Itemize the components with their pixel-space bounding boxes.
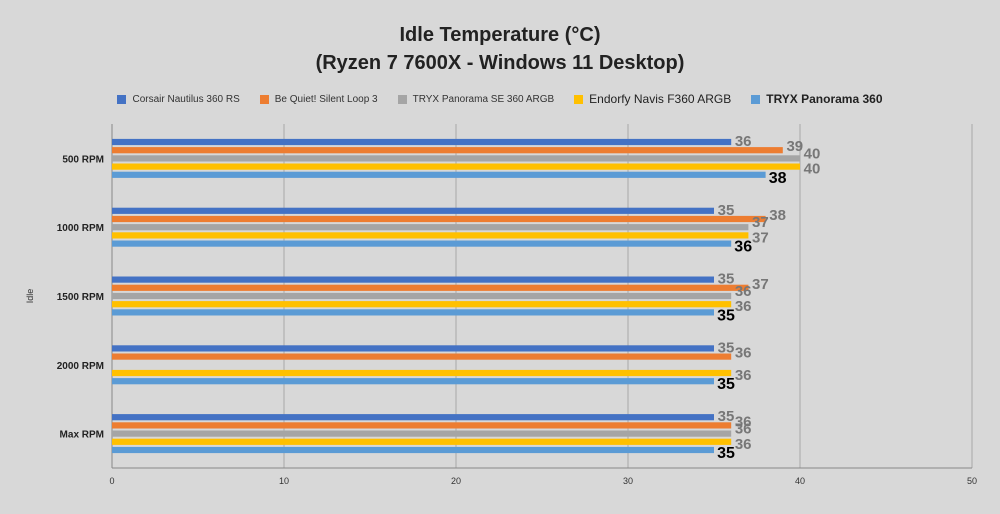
bar <box>112 284 749 291</box>
y-axis-title: Idle <box>25 289 35 304</box>
legend: Corsair Nautilus 360 RS Be Quiet! Silent… <box>0 92 1000 106</box>
legend-item-bequiet: Be Quiet! Silent Loop 3 <box>259 93 378 105</box>
legend-swatch <box>117 94 127 104</box>
bar <box>112 438 732 445</box>
data-label: 36 <box>735 436 752 453</box>
bar <box>112 369 732 377</box>
legend-item-tryx: TRYX Panorama 360 <box>751 92 883 106</box>
chart-title: Idle Temperature (°C) <box>399 24 601 46</box>
bar <box>112 163 800 170</box>
data-label: 36 <box>735 133 752 150</box>
legend-swatch <box>751 94 761 104</box>
x-tick-label: 40 <box>795 476 805 486</box>
category-label: 2000 RPM <box>57 361 104 372</box>
data-label: 37 <box>752 276 769 293</box>
data-label: 40 <box>804 161 821 178</box>
data-label: 38 <box>769 207 786 224</box>
data-label: 40 <box>804 145 821 162</box>
legend-label: Endorfy Navis F360 ARGB <box>589 92 732 106</box>
bar <box>112 207 714 214</box>
data-label: 35 <box>717 307 735 324</box>
category-label: 1500 RPM <box>57 292 104 303</box>
data-label: 35 <box>717 376 735 393</box>
bar <box>112 414 714 421</box>
bar <box>112 301 732 308</box>
bar <box>112 353 732 360</box>
bar <box>112 155 800 162</box>
x-tick-label: 0 <box>109 476 114 486</box>
bar <box>112 224 749 231</box>
bar <box>112 430 732 437</box>
x-tick-label: 20 <box>451 476 461 486</box>
data-label: 37 <box>752 214 769 231</box>
data-label: 35 <box>717 445 735 462</box>
bar <box>112 292 732 300</box>
data-label: 35 <box>718 202 735 219</box>
data-label: 36 <box>735 345 752 362</box>
category-label: 500 RPM <box>62 154 104 165</box>
data-label: 39 <box>786 138 803 155</box>
legend-label: TRYX Panorama SE 360 ARGB <box>412 93 555 105</box>
bar <box>112 309 714 316</box>
bar <box>112 232 749 239</box>
data-label: 36 <box>734 239 752 256</box>
bar <box>112 138 732 146</box>
data-label: 36 <box>735 298 752 315</box>
x-tick-label: 30 <box>623 476 633 486</box>
data-label: 36 <box>735 413 752 430</box>
data-label: 35 <box>718 271 735 288</box>
category-label: 1000 RPM <box>57 223 104 234</box>
category-label: Max RPM <box>60 430 104 441</box>
legend-item-corsair: Corsair Nautilus 360 RS <box>117 93 240 105</box>
bar <box>112 345 714 352</box>
bar <box>112 240 732 247</box>
legend-label: TRYX Panorama 360 <box>766 92 883 106</box>
legend-swatch <box>259 94 269 104</box>
bar <box>112 276 714 283</box>
x-tick-label: 50 <box>967 476 977 486</box>
data-label: 35 <box>718 339 735 356</box>
legend-item-tryx-se: TRYX Panorama SE 360 ARGB <box>397 93 555 105</box>
chart-subtitle: (Ryzen 7 7600X - Windows 11 Desktop) <box>315 52 685 74</box>
bar <box>112 378 714 385</box>
bar <box>112 215 766 223</box>
legend-item-endorfy: Endorfy Navis F360 ARGB <box>574 92 731 106</box>
data-label: 38 <box>769 170 787 187</box>
data-label: 36 <box>735 367 752 384</box>
data-label: 36 <box>735 283 752 300</box>
data-label: 36 <box>735 421 752 438</box>
data-label: 35 <box>718 408 735 425</box>
bar <box>112 446 714 454</box>
bar <box>112 422 732 429</box>
bar <box>112 171 766 178</box>
legend-label: Be Quiet! Silent Loop 3 <box>274 93 378 105</box>
legend-swatch <box>397 94 407 104</box>
data-label: 37 <box>752 229 769 246</box>
legend-swatch <box>574 94 584 104</box>
bar <box>112 147 783 154</box>
x-tick-label: 10 <box>279 476 289 486</box>
legend-label: Corsair Nautilus 360 RS <box>132 93 240 105</box>
